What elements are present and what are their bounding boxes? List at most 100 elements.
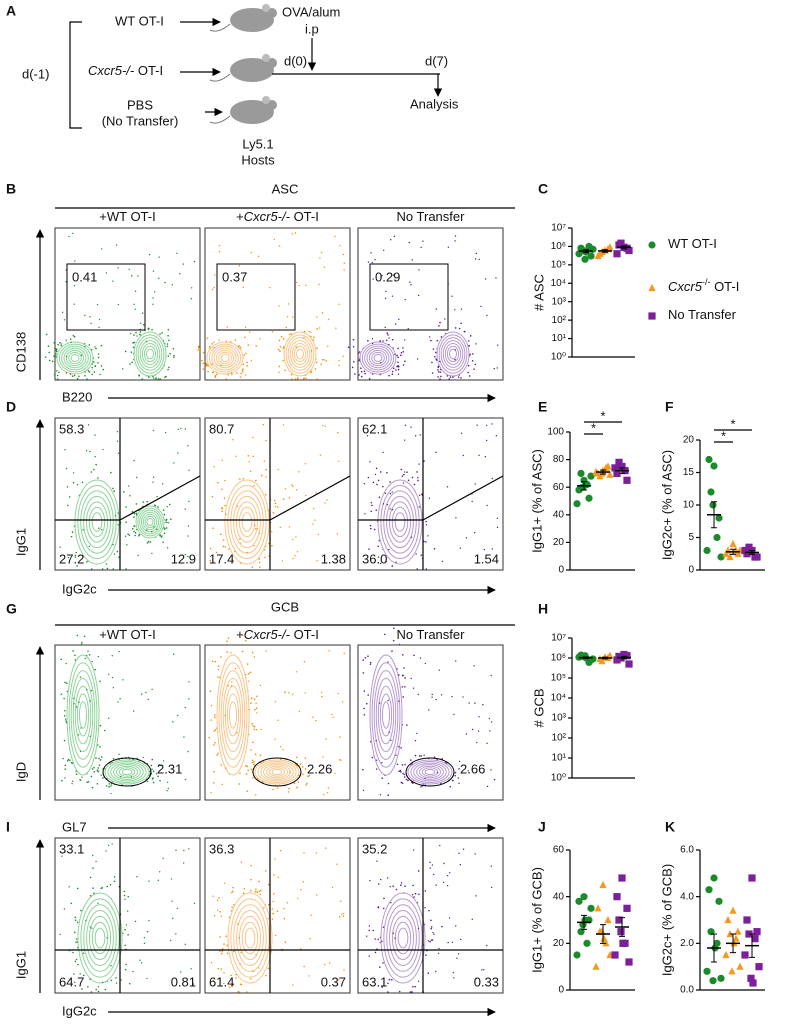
event-dot bbox=[296, 551, 299, 553]
event-dot bbox=[129, 332, 132, 335]
y-tick-label: 20 bbox=[683, 435, 695, 446]
event-dot bbox=[387, 877, 389, 879]
event-dot bbox=[111, 655, 113, 657]
event-dot bbox=[112, 758, 115, 760]
event-dot bbox=[238, 265, 241, 267]
event-dot bbox=[84, 314, 86, 317]
event-dot bbox=[401, 654, 404, 656]
y-axis-label: IgG1 bbox=[13, 528, 28, 556]
event-dot bbox=[73, 303, 75, 305]
contour bbox=[291, 342, 309, 366]
event-dot bbox=[63, 908, 66, 910]
text: No Transfer bbox=[397, 209, 466, 224]
event-dot bbox=[112, 543, 114, 546]
event-dot bbox=[375, 759, 378, 761]
contour bbox=[391, 506, 409, 538]
event-dot bbox=[212, 895, 214, 897]
event-dot bbox=[226, 952, 229, 955]
event-dot bbox=[387, 991, 389, 993]
event-dot bbox=[393, 235, 396, 238]
event-dot bbox=[485, 439, 488, 442]
y-axis-label: IgG1 bbox=[13, 951, 28, 979]
event-dot bbox=[369, 879, 371, 882]
contour bbox=[410, 761, 450, 783]
event-dot bbox=[248, 461, 250, 463]
event-dot bbox=[391, 295, 394, 297]
event-dot bbox=[441, 560, 444, 563]
event-dot bbox=[276, 506, 279, 508]
event-dot bbox=[139, 331, 142, 333]
event-dot bbox=[400, 352, 403, 354]
event-dot bbox=[114, 515, 117, 517]
event-dot bbox=[493, 778, 496, 781]
event-dot bbox=[77, 963, 79, 966]
event-dot bbox=[304, 463, 307, 465]
event-dot bbox=[176, 714, 179, 717]
event-dot bbox=[66, 760, 69, 762]
panel-label: E bbox=[538, 399, 547, 415]
event-dot bbox=[213, 977, 215, 979]
contour bbox=[61, 345, 89, 371]
event-dot bbox=[98, 326, 100, 329]
event-dot bbox=[239, 963, 241, 965]
event-dot bbox=[360, 370, 363, 373]
event-dot bbox=[69, 373, 72, 375]
event-dot bbox=[435, 451, 437, 454]
event-dot bbox=[385, 339, 388, 342]
event-dot bbox=[164, 528, 166, 530]
event-dot bbox=[374, 938, 376, 940]
significance: * bbox=[600, 408, 605, 423]
event-dot bbox=[75, 770, 77, 773]
event-dot bbox=[455, 925, 457, 927]
event-dot bbox=[267, 509, 269, 511]
event-dot bbox=[382, 962, 384, 964]
event-dot bbox=[451, 779, 454, 782]
event-dot bbox=[129, 363, 131, 365]
event-dot bbox=[74, 919, 77, 922]
contour bbox=[142, 513, 158, 531]
event-dot bbox=[117, 452, 120, 454]
contour bbox=[74, 685, 92, 745]
event-dot bbox=[393, 627, 395, 630]
event-dot bbox=[274, 499, 276, 502]
contour bbox=[133, 331, 167, 377]
contour bbox=[83, 904, 117, 972]
event-dot bbox=[460, 308, 463, 310]
event-dot bbox=[286, 316, 289, 318]
event-dot bbox=[135, 331, 137, 334]
event-dot bbox=[98, 757, 100, 760]
contour bbox=[70, 670, 96, 760]
event-dot bbox=[430, 939, 433, 941]
event-dot bbox=[65, 339, 67, 341]
contour bbox=[206, 341, 244, 375]
contour bbox=[107, 761, 147, 783]
data-point bbox=[575, 897, 583, 905]
event-dot bbox=[98, 318, 101, 321]
contour bbox=[215, 349, 235, 367]
event-dot bbox=[327, 345, 329, 348]
contour bbox=[416, 764, 444, 780]
event-dot bbox=[478, 454, 480, 457]
event-dot bbox=[312, 523, 314, 525]
event-dot bbox=[124, 928, 126, 931]
event-dot bbox=[310, 331, 312, 334]
event-dot bbox=[72, 481, 75, 484]
event-dot bbox=[417, 479, 419, 482]
event-dot bbox=[166, 345, 169, 348]
contour bbox=[295, 348, 305, 360]
event-dot bbox=[76, 887, 79, 890]
quadrant-value: 36.3 bbox=[209, 841, 234, 856]
event-dot bbox=[67, 556, 70, 559]
data-point bbox=[573, 500, 581, 508]
significance: * bbox=[591, 420, 596, 435]
event-dot bbox=[316, 560, 318, 562]
event-dot bbox=[80, 909, 82, 912]
significance: * bbox=[721, 428, 726, 443]
gate bbox=[66, 263, 146, 331]
event-dot bbox=[224, 479, 226, 482]
data-point bbox=[575, 250, 583, 258]
event-dot bbox=[367, 339, 369, 342]
event-dot bbox=[85, 450, 88, 452]
event-dot bbox=[127, 934, 129, 936]
